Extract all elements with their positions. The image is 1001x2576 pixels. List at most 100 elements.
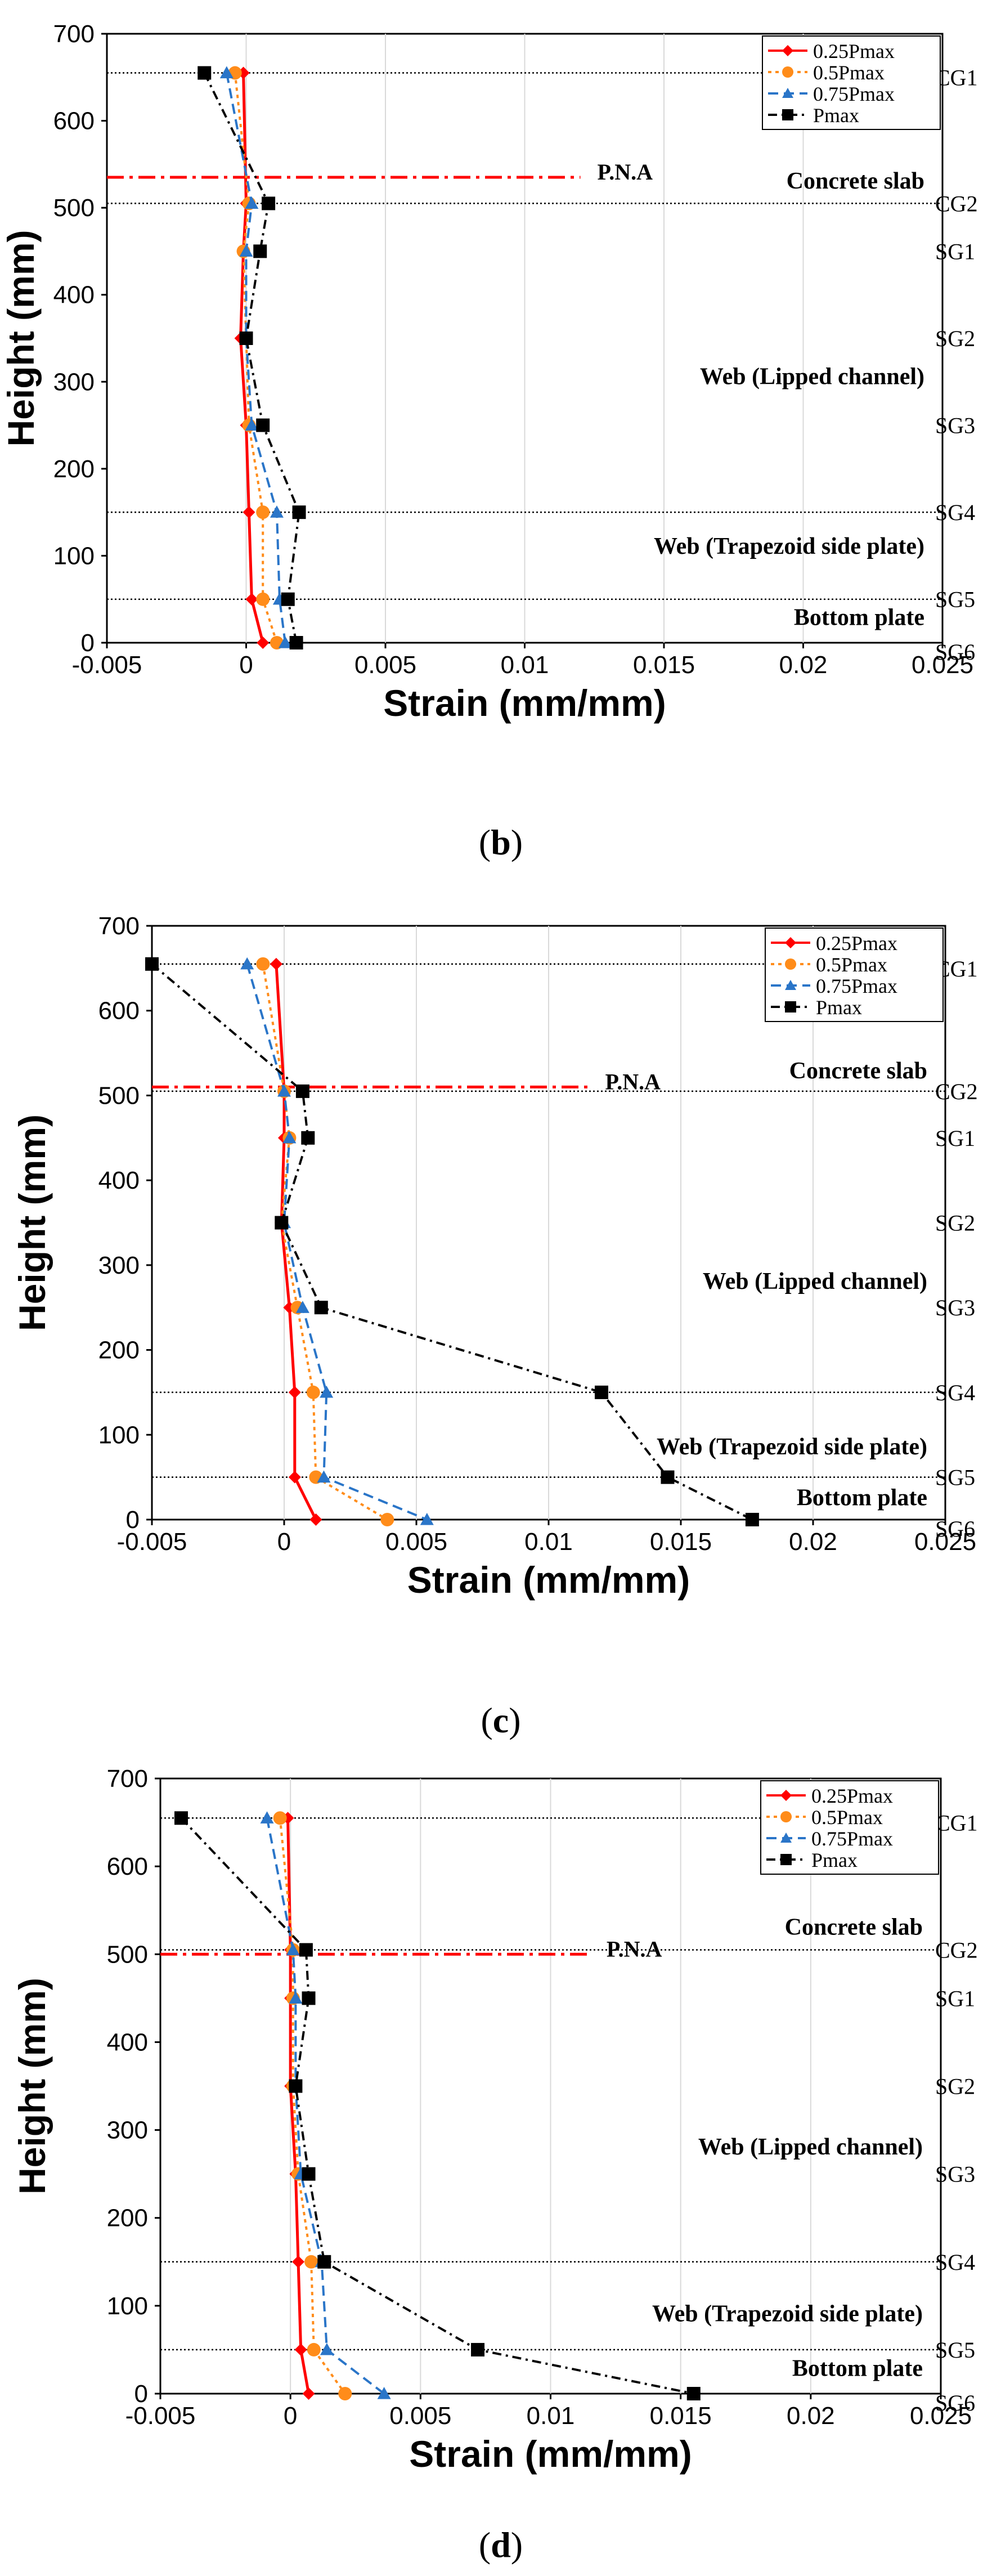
data-point: [338, 2387, 352, 2400]
series-line: [266, 1817, 385, 2395]
data-point: [289, 636, 303, 649]
y-tick-label: 500: [53, 194, 95, 222]
caption-c: (c): [481, 1700, 521, 1740]
data-point: [245, 593, 258, 606]
series-line: [180, 1817, 694, 2395]
data-point: [292, 2255, 305, 2268]
data-point: [281, 592, 295, 606]
data-point: [306, 1385, 320, 1399]
x-tick-label: 0: [277, 1528, 291, 1556]
x-tick-label: 0: [284, 2402, 297, 2430]
data-point: [262, 196, 276, 210]
legend-label: 0.5Pmax: [813, 61, 885, 84]
y-tick-label: 200: [107, 2205, 148, 2232]
legend-label: 0.5Pmax: [816, 953, 887, 976]
legend-label: 0.25Pmax: [813, 40, 895, 62]
gauge-label: SG4: [935, 2250, 975, 2275]
legend-label: 0.75Pmax: [811, 1827, 893, 1850]
legend-marker: [785, 980, 796, 990]
legend-label: 0.5Pmax: [811, 1806, 883, 1829]
series-line: [239, 73, 264, 643]
data-point: [309, 1513, 322, 1526]
y-tick-label: 300: [98, 1252, 140, 1279]
data-point: [289, 1991, 303, 2004]
caption-d-letter: d: [491, 2525, 511, 2565]
data-point: [686, 2387, 701, 2400]
data-point: [471, 2342, 485, 2357]
gauge-label: SG5: [935, 587, 975, 612]
x-tick-label: 0.01: [527, 2402, 575, 2430]
x-tick-label: -0.005: [125, 2402, 196, 2430]
data-point: [304, 2255, 318, 2269]
gauge-label: SG2: [935, 2074, 975, 2099]
data-point: [270, 505, 284, 518]
section-annotation: Web (Lipped channel): [700, 364, 924, 390]
data-point: [245, 196, 259, 209]
x-tick-label: 0.025: [914, 1528, 976, 1556]
data-point: [320, 2342, 334, 2355]
gauge-label: SG3: [935, 2162, 975, 2187]
x-tick-label: 0.005: [385, 1528, 447, 1556]
x-axis-title: Strain (mm/mm): [383, 682, 666, 724]
data-point: [288, 1471, 301, 1484]
legend-marker: [780, 1790, 792, 1801]
y-tick-label: 600: [98, 997, 140, 1025]
data-point: [745, 1513, 759, 1526]
section-annotation: Web (Lipped channel): [698, 2134, 923, 2160]
section-annotation: Web (Trapezoid side plate): [657, 1434, 927, 1460]
x-tick-label: 0: [239, 651, 253, 679]
data-point: [219, 66, 234, 79]
x-tick-label: 0.02: [789, 1528, 837, 1556]
gauge-label: SG5: [935, 2337, 975, 2363]
series-line: [246, 964, 428, 1521]
y-tick-label: 700: [107, 1765, 148, 1793]
data-point: [275, 1216, 289, 1230]
data-point: [278, 636, 292, 648]
series-line: [286, 1818, 310, 2394]
data-point: [256, 418, 270, 432]
data-point: [289, 2079, 303, 2093]
caption-b: (b): [478, 822, 523, 862]
y-tick-label: 400: [107, 2028, 148, 2056]
chart-d: -0.005 0 0.005 0.01 0.015 0.02 0.0250100200300…: [11, 1765, 978, 2475]
pna-label: P.N.A: [607, 1936, 662, 1961]
data-point: [243, 506, 255, 519]
data-point: [197, 66, 212, 80]
y-tick-label: 700: [98, 912, 140, 940]
gauge-label: CG2: [935, 1079, 978, 1104]
gauge-label: CG1: [935, 1810, 978, 1835]
section-annotation: Concrete slab: [785, 1914, 923, 1940]
data-point: [314, 1301, 328, 1315]
gauge-label: SG3: [935, 1295, 975, 1320]
x-tick-label: 0.02: [787, 2402, 835, 2430]
gauge-label: SG3: [935, 413, 975, 438]
data-point: [301, 1131, 315, 1145]
legend-marker: [785, 937, 796, 948]
legend-marker: [780, 1833, 792, 1843]
data-point: [282, 1131, 297, 1144]
x-axis-title: Strain (mm/mm): [409, 2433, 692, 2475]
y-tick-label: 600: [107, 1853, 148, 1880]
gauge-label: SG1: [935, 1126, 975, 1151]
y-tick-label: 100: [53, 542, 95, 570]
x-tick-label: 0.025: [910, 2402, 972, 2430]
y-axis-title: Height (mm): [11, 1114, 53, 1331]
legend-marker: [782, 66, 793, 78]
legend-label: Pmax: [811, 1849, 858, 1871]
legend-marker: [782, 45, 793, 56]
data-point: [595, 1385, 608, 1399]
legend-marker: [780, 1811, 792, 1822]
legend-marker: [782, 88, 793, 98]
section-annotation: Concrete slab: [789, 1058, 927, 1084]
legend-label: 0.75Pmax: [816, 975, 897, 997]
caption-b-letter: b: [491, 822, 511, 862]
data-point: [302, 1991, 316, 2005]
chart-c: -0.005 0 0.005 0.01 0.015 0.02 0.0250100200300…: [11, 912, 978, 1601]
y-axis-title: Height (mm): [0, 230, 42, 447]
gauge-label: CG1: [935, 65, 978, 91]
x-tick-label: -0.005: [117, 1528, 187, 1556]
gauge-label: CG2: [935, 1937, 978, 1963]
